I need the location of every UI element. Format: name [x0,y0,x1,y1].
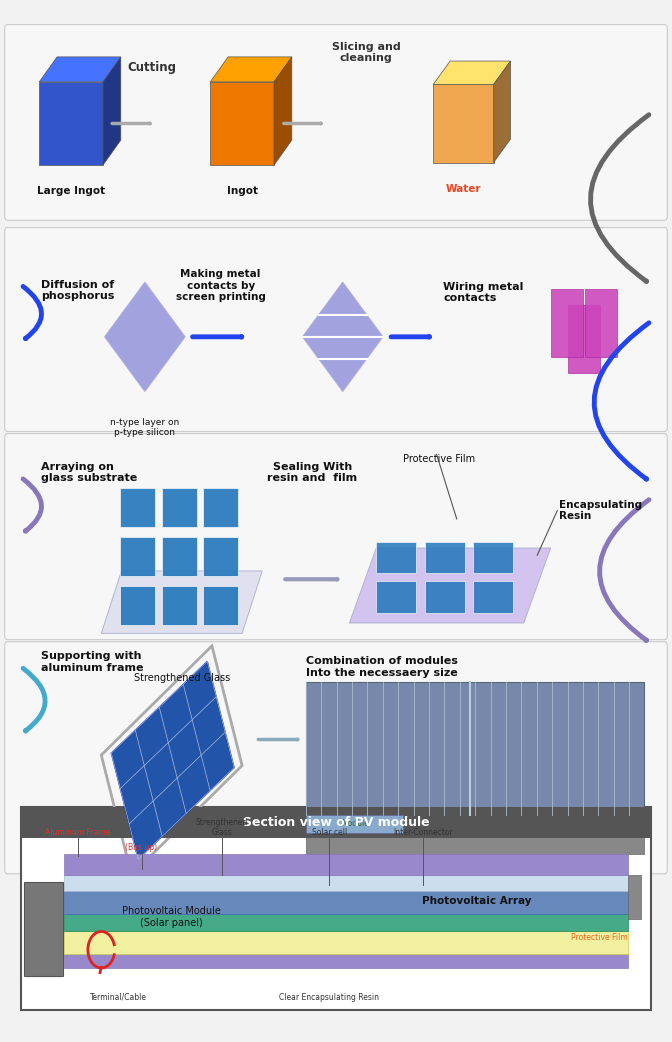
Text: Protective Film: Protective Film [403,454,475,465]
Text: Aluminum Frame: Aluminum Frame [45,828,110,838]
Polygon shape [494,61,511,163]
Text: Photovoltaic Module
(Solar panel): Photovoltaic Module (Solar panel) [122,907,221,927]
Text: Strengthened
Glass: Strengthened Glass [196,818,248,838]
Polygon shape [101,571,262,634]
Text: Terminal/Cable: Terminal/Cable [89,993,146,1001]
Text: Arraying on
glass substrate: Arraying on glass substrate [41,462,137,483]
Text: Water: Water [446,183,481,194]
Polygon shape [103,57,121,165]
Polygon shape [162,537,196,576]
FancyBboxPatch shape [628,875,641,918]
Polygon shape [376,581,417,613]
FancyBboxPatch shape [5,642,667,874]
Polygon shape [120,586,155,625]
Text: Module: Module [341,819,369,828]
Text: Encapsulating
Resin: Encapsulating Resin [558,500,642,521]
Text: Wiring metal
contacts: Wiring metal contacts [444,281,523,303]
Text: Sealing With
resin and  film: Sealing With resin and film [267,462,358,483]
Polygon shape [203,537,238,576]
Polygon shape [162,586,196,625]
Polygon shape [425,542,465,573]
Polygon shape [349,548,550,623]
Text: Combination of modules
Into the necessaery size: Combination of modules Into the necessae… [306,656,458,678]
Text: Solar cell: Solar cell [312,828,347,838]
Text: Clear Encapsulating Resin: Clear Encapsulating Resin [280,993,379,1001]
Polygon shape [473,581,513,613]
Text: Making metal
contacts by
screen printing: Making metal contacts by screen printing [175,269,265,302]
FancyBboxPatch shape [65,953,628,968]
Polygon shape [162,488,196,527]
Polygon shape [306,816,403,834]
FancyBboxPatch shape [65,854,628,875]
Text: Diffusion of
phosphorus: Diffusion of phosphorus [41,279,114,301]
FancyBboxPatch shape [65,914,628,931]
Text: Strengthened Glass: Strengthened Glass [134,673,230,683]
Text: Slicing and
cleaning: Slicing and cleaning [332,42,401,64]
Polygon shape [210,82,274,165]
Polygon shape [274,57,292,165]
Polygon shape [376,542,417,573]
FancyBboxPatch shape [5,227,667,431]
Polygon shape [120,488,155,527]
FancyBboxPatch shape [21,808,651,839]
Polygon shape [210,57,292,82]
FancyBboxPatch shape [65,875,628,892]
Polygon shape [433,61,511,84]
Polygon shape [425,581,465,613]
Polygon shape [39,57,121,82]
FancyBboxPatch shape [5,25,667,220]
Polygon shape [585,290,617,357]
Text: Cutting: Cutting [127,60,176,74]
Polygon shape [551,290,583,357]
Polygon shape [39,82,103,165]
Polygon shape [120,537,155,576]
Polygon shape [306,683,644,816]
Text: Inter-Connector: Inter-Connector [393,828,453,838]
FancyBboxPatch shape [65,892,628,914]
Polygon shape [302,282,383,392]
Polygon shape [105,282,185,392]
Polygon shape [112,662,234,860]
FancyBboxPatch shape [21,808,651,1010]
Polygon shape [203,586,238,625]
Polygon shape [306,834,644,854]
Text: n-type layer on
p-type silicon: n-type layer on p-type silicon [110,418,179,438]
Text: Section view of PV module: Section view of PV module [243,816,429,829]
Polygon shape [473,542,513,573]
Text: Protective Film: Protective Film [571,933,628,942]
Text: Photovoltaic Array: Photovoltaic Array [422,896,532,905]
FancyBboxPatch shape [24,883,63,975]
FancyBboxPatch shape [5,433,667,640]
Text: Ingot: Ingot [226,185,257,196]
Polygon shape [203,488,238,527]
Polygon shape [433,84,494,163]
Text: Large Ingot: Large Ingot [37,185,106,196]
FancyBboxPatch shape [65,931,628,953]
Polygon shape [568,305,600,373]
Text: (Bus up): (Bus up) [126,843,158,852]
Text: Supporting with
aluminum frame: Supporting with aluminum frame [41,651,143,673]
